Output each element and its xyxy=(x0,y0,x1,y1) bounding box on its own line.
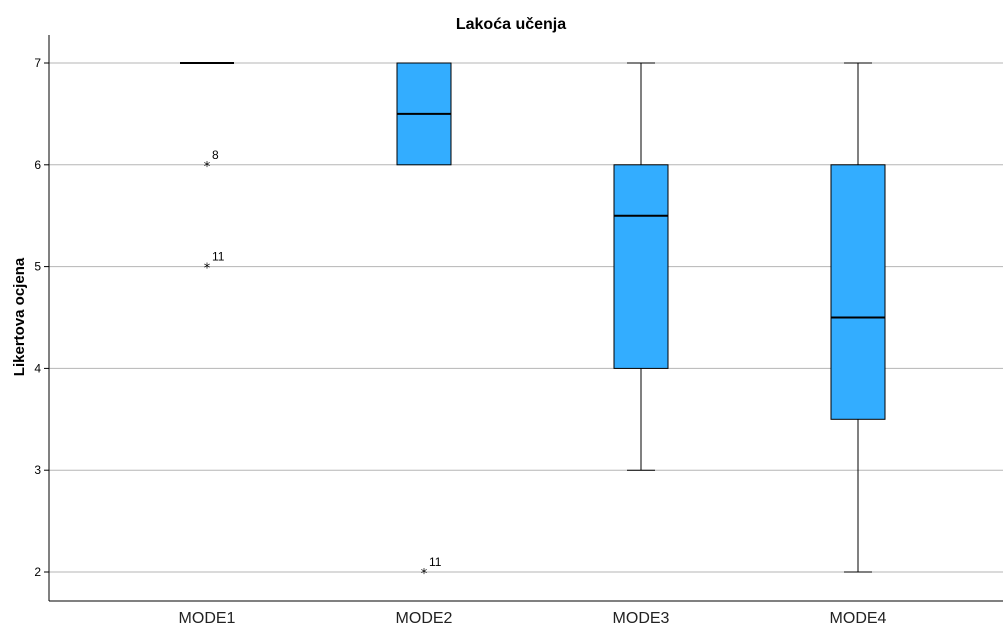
box-mode3 xyxy=(613,62,669,471)
outlier-label: 11 xyxy=(429,555,442,569)
box-rect xyxy=(613,164,669,369)
box-mode1: *8*11 xyxy=(180,62,234,277)
y-tick-labels: 2 3 4 5 6 7 xyxy=(34,56,49,579)
outlier-label: 8 xyxy=(212,148,219,162)
x-tick-label: MODE3 xyxy=(613,610,670,627)
boxes: *8*11*11 xyxy=(180,62,886,582)
y-tick-label: 6 xyxy=(34,158,41,172)
y-tick-label: 4 xyxy=(34,361,41,375)
y-axis-label: Likertova ocjena xyxy=(11,257,28,376)
outlier-marker: * xyxy=(421,567,428,582)
outlier-marker: * xyxy=(204,262,211,277)
x-tick-labels: MODE1 MODE2 MODE3 MODE4 xyxy=(179,610,887,627)
y-tick-label: 5 xyxy=(34,260,41,274)
outlier-marker: * xyxy=(204,160,211,175)
chart-title: Lakoća učenja xyxy=(456,16,566,33)
x-tick-label: MODE1 xyxy=(179,610,236,627)
axes xyxy=(48,35,1003,602)
x-tick-label: MODE2 xyxy=(396,610,453,627)
x-tick-label: MODE4 xyxy=(830,610,887,627)
box-rect xyxy=(830,164,886,420)
box-mode2: *11 xyxy=(396,62,452,582)
y-tick-label: 7 xyxy=(34,56,41,70)
outlier-label: 11 xyxy=(212,250,225,264)
box-mode4 xyxy=(830,62,886,573)
y-tick-label: 2 xyxy=(34,565,41,579)
y-tick-label: 3 xyxy=(34,463,41,477)
